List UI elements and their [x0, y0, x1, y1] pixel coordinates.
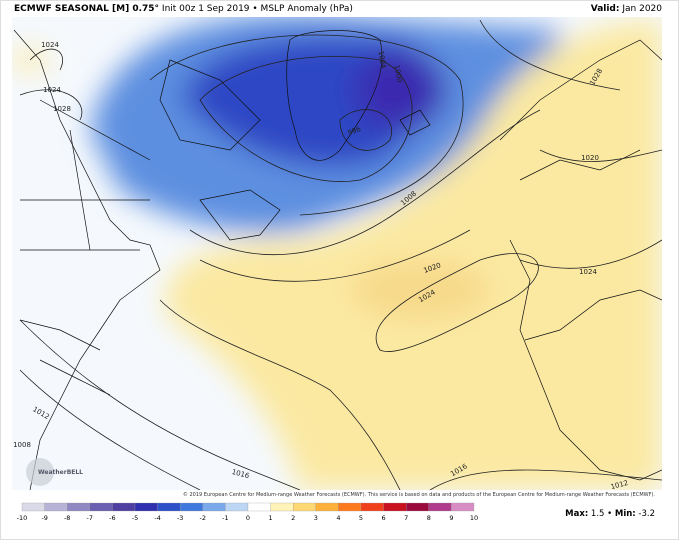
- colorbar-swatch: [338, 502, 362, 512]
- max-min: Max: 1.5 • Min: -3.2: [565, 509, 655, 519]
- colorbar-label: 5: [359, 514, 363, 522]
- colorbar-label: -4: [154, 514, 160, 522]
- colorbar-label: -2: [200, 514, 206, 522]
- colorbar-swatch: [451, 502, 475, 512]
- colorbar-swatch: [44, 502, 68, 512]
- contour-label: 1012: [610, 479, 629, 491]
- colorbar-swatch: [157, 502, 181, 512]
- watermark: WeatherBELL: [26, 458, 83, 486]
- colorbar-swatch: [67, 502, 90, 512]
- contour-label: 1008: [13, 441, 31, 449]
- colorbar-swatch: [360, 502, 384, 512]
- colorbar-swatch: [112, 502, 136, 512]
- colorbar-label: 3: [314, 514, 318, 522]
- title: ECMWF SEASONAL [M] 0.75° Init 00z 1 Sep …: [14, 4, 353, 14]
- colorbar-swatch: [293, 502, 316, 512]
- colorbar-swatch: [21, 502, 45, 512]
- contour-label: 1000: [392, 64, 403, 83]
- colorbar-swatch: [89, 502, 113, 512]
- colorbar-swatch: [202, 502, 226, 512]
- colorbar: -10 -9 -8 -7 -6 -5 -4 -3 -2 -1 0 1 2 3 4 5 6 7 8 9 10: [17, 502, 478, 522]
- colorbar-label: 7: [404, 514, 408, 522]
- colorbar-label: 9: [449, 514, 453, 522]
- colorbar-label: 4: [336, 514, 340, 522]
- colorbar-swatch: [180, 502, 203, 512]
- colorbar-swatch: [247, 502, 271, 512]
- colorbar-swatch: [383, 502, 407, 512]
- colorbar-label: -8: [64, 514, 70, 522]
- contour-label: 1024: [43, 86, 61, 94]
- colorbar-label: 0: [246, 514, 250, 522]
- colorbar-label: -10: [17, 514, 28, 522]
- contour-label: 1024: [41, 41, 59, 49]
- colorbar-label: 6: [382, 514, 386, 522]
- contour-label: 1020: [581, 154, 599, 162]
- colorbar-label: -9: [41, 514, 47, 522]
- colorbar-swatch: [315, 502, 339, 512]
- colorbar-label: -1: [222, 514, 228, 522]
- colorbar-label: -7: [87, 514, 93, 522]
- contour-label: 1004: [376, 50, 387, 69]
- map: 1024102410281004100099610081020102410201…: [12, 17, 662, 491]
- contour-label: 1024: [579, 268, 597, 276]
- colorbar-label: 10: [470, 514, 478, 522]
- watermark-text: WeatherBELL: [38, 469, 83, 476]
- colorbar-label: -3: [177, 514, 183, 522]
- colorbar-label: 1: [269, 514, 273, 522]
- copyright: © 2019 European Centre for Medium-range …: [183, 491, 656, 498]
- colorbar-label: -6: [109, 514, 115, 522]
- colorbar-swatch: [270, 502, 294, 512]
- colorbar-label: 2: [291, 514, 295, 522]
- colorbar-swatch: [406, 502, 429, 512]
- contour-label: 1028: [53, 105, 71, 113]
- colorbar-swatch: [428, 502, 452, 512]
- colorbar-swatch: [225, 502, 249, 512]
- colorbar-label: 8: [427, 514, 431, 522]
- valid-time: Valid: Jan 2020: [591, 4, 663, 14]
- colorbar-swatch: [134, 502, 158, 512]
- colorbar-label: -5: [132, 514, 138, 522]
